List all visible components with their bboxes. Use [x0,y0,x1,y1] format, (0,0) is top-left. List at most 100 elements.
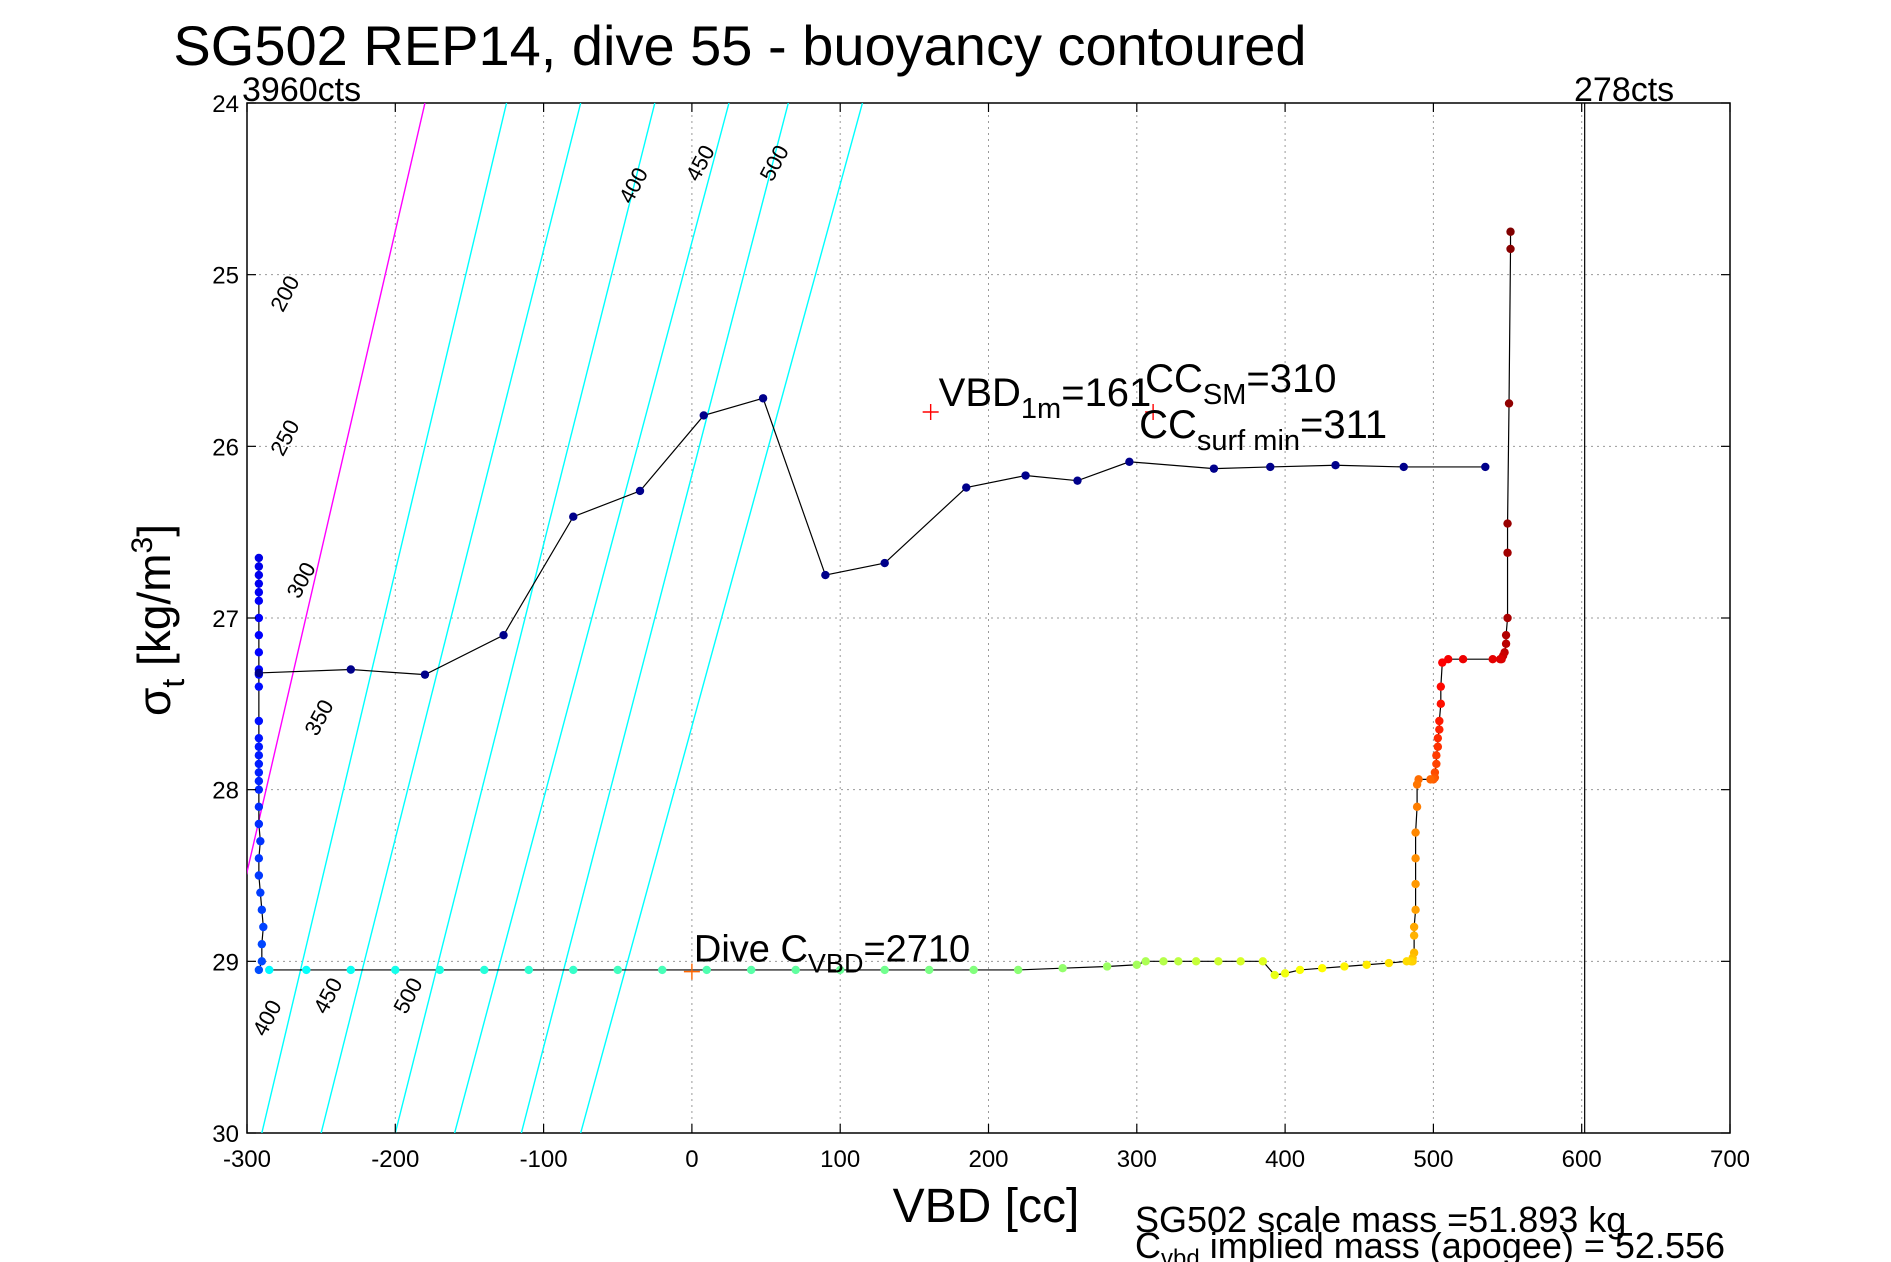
surface-profile-point [1436,682,1446,691]
contour-line-300 [320,103,582,1133]
y-axis-label-superscript: 3 [126,537,159,554]
surface-profile-point [1433,733,1443,743]
dive-track-point [254,854,264,863]
surface-profile-point [1436,699,1446,709]
cc-surf-min-label: CCsurf min=311 [1139,403,1387,457]
data-series [254,227,1515,980]
corner-label-right: 278cts [1574,71,1674,109]
surface-profile-point [1432,751,1441,760]
surface-profile-point [1412,780,1422,789]
contour-line-200 [247,103,426,876]
dive-track-point [254,759,264,769]
dive-track-point [254,588,264,597]
surface-profile-point [1501,630,1511,640]
surface-profile-point [1411,879,1420,889]
surface-profile-point [569,965,578,975]
surface-profile-point [1433,742,1443,751]
cc-surf-min-label-main: CC [1139,403,1197,447]
dive-track-point [259,922,268,932]
contour-line-450 [520,103,789,1133]
dive-track-point [256,836,265,846]
dive-track-point [256,888,265,897]
surface-profile-point [613,965,622,975]
surface-profile-point [1280,969,1290,978]
y-tick-label: 29 [212,949,239,976]
surface-profile-point [1411,854,1420,863]
vbd-1m-label-main: VBD [939,371,1021,415]
surface-profile-point [1458,655,1468,664]
footer-c-subscript: vbd [1161,1245,1200,1262]
dive-track-point [254,682,264,691]
chart-title: SG502 REP14, dive 55 - buoyancy contoure… [173,14,1306,77]
dive-track-point [254,596,264,606]
climb-profile-point [569,512,578,521]
surface-profile-point [346,965,356,975]
footer-implied-mass: Cvbd implied mass (apogee) = 52.556 [1135,1225,1725,1262]
cc-sm-label-value: =310 [1246,357,1336,401]
climb-profile-point [1331,461,1340,470]
surface-profile-point [1411,828,1420,837]
cc-surf-min-label-sub: surf min [1197,425,1300,457]
climb-profile-point [1481,462,1490,472]
x-tick-label: 100 [820,1146,860,1173]
dive-track-point [254,776,264,786]
x-tick-label: 0 [685,1146,698,1173]
y-axis-ticks: 24 25 26 27 28 29 30 [212,91,1730,1148]
climb-profile-point [821,570,830,580]
dive-track-point [254,613,264,623]
surface-profile-point [1503,613,1512,623]
dive-track-point [254,579,264,588]
surface-profile-point [1504,399,1514,408]
surface-profile-point [1409,931,1419,940]
climb-profile-point [962,483,971,492]
x-tick-label: 300 [1117,1146,1157,1173]
climb-profile-point [1399,462,1408,472]
vbd-1m-label: VBD1m=161 [939,371,1152,425]
surface-profile-point [1409,922,1419,932]
dive-track-point [254,768,264,777]
surface-profile-point [747,965,756,975]
surface-profile-point [1174,957,1183,966]
climb-profile-point [254,668,264,678]
dive-track-point [254,751,264,760]
cc-sm-label-sub: SM [1203,379,1247,411]
surface-profile-point [1159,957,1168,966]
contour-line-350 [394,103,656,1133]
climb-profile-point [699,411,708,420]
surface-profile-point [1432,759,1441,769]
surface-profile-point [1411,905,1420,915]
x-tick-label: 400 [1265,1146,1305,1173]
surface-profile-point [1362,960,1371,969]
surface-profile-point [1402,957,1411,966]
dive-track-point [254,819,264,829]
surface-profile-point [1058,964,1067,973]
dive-c-vbd-label-main: Dive C [694,929,808,971]
climb-profile-point [420,670,430,679]
surface-profile-point [1013,965,1023,975]
surface-profile-point [1295,965,1305,975]
contour-lines [247,103,864,1133]
surface-profile-point [702,965,711,975]
dive-c-vbd-label-sub: VBD [808,949,864,979]
climb-profile-point [880,558,889,568]
footer-implied-mass-value: implied mass (apogee) = 52.556 [1200,1225,1725,1262]
surface-profile-point [880,965,889,975]
y-tick-label: 27 [212,606,239,633]
dive-track-point [254,562,264,571]
dive-track-point [254,716,264,726]
surface-profile-point [1317,964,1327,973]
dive-track-point [254,802,264,812]
vbd-1m-label-sub: 1m [1021,393,1061,425]
x-tick-label: 600 [1562,1146,1602,1173]
dive-track-point [254,965,264,975]
dive-track-point [254,742,264,751]
climb-profile-point [635,486,645,496]
cc-sm-label-main: CC [1145,357,1203,401]
surface-profile-point [1438,658,1447,667]
surface-profile-point [1495,655,1505,664]
cc-surf-min-label-value: =311 [1300,403,1387,447]
surface-profile-point [1236,957,1245,966]
x-tick-label: 700 [1710,1146,1750,1173]
